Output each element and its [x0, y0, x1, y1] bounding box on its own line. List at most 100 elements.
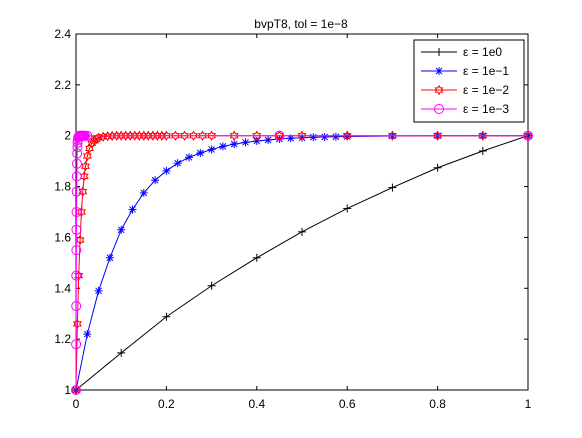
data-point: [320, 132, 329, 141]
data-point: [252, 253, 261, 262]
data-point: [151, 176, 160, 185]
data-point: [198, 130, 208, 141]
data-point: [309, 133, 318, 142]
data-point: [72, 148, 83, 159]
legend-marker: [435, 48, 443, 56]
legend-label: ε = 1e0: [463, 45, 502, 59]
data-point: [196, 149, 205, 158]
legend-item: ε = 1e−3: [421, 102, 509, 116]
data-point: [82, 130, 93, 141]
legend-label: ε = 1e−1: [463, 64, 509, 78]
data-point: [264, 136, 273, 145]
x-tick-label: 0.8: [429, 397, 446, 411]
data-point: [207, 130, 217, 141]
data-point: [82, 150, 92, 162]
data-point: [170, 130, 180, 141]
data-point: [128, 205, 137, 214]
legend-item: ε = 1e−2: [421, 83, 509, 97]
data-point: [76, 206, 86, 218]
data-point: [71, 186, 82, 197]
data-point: [523, 130, 533, 141]
data-point: [83, 330, 92, 339]
data-point: [388, 183, 397, 192]
data-point: [252, 137, 261, 146]
series-4: [71, 130, 533, 395]
data-point: [91, 133, 101, 145]
data-point: [433, 130, 443, 141]
data-point: [387, 130, 397, 141]
data-point: [71, 339, 82, 350]
data-point: [71, 301, 82, 312]
y-tick-label: 1.2: [54, 332, 71, 346]
y-tick-label: 1.8: [54, 180, 71, 194]
data-point: [78, 186, 88, 197]
x-tick-label: 0.4: [248, 397, 265, 411]
y-tick-label: 1.6: [54, 230, 71, 244]
y-tick-label: 2: [64, 129, 71, 143]
data-point: [342, 130, 352, 141]
legend: ε = 1e0 ε = 1e−1 ε = 1e−2 ε = 1e−3: [413, 39, 525, 123]
data-point: [179, 130, 189, 141]
legend-marker: [435, 67, 443, 75]
data-point: [161, 130, 171, 141]
data-point: [98, 131, 108, 142]
legend-marker: [434, 104, 444, 114]
data-point: [117, 225, 126, 234]
series-layer: [71, 130, 533, 396]
data-point: [478, 130, 488, 141]
data-point: [71, 270, 82, 281]
x-tick-label: 0.2: [158, 397, 175, 411]
data-point: [85, 143, 95, 154]
data-point: [478, 146, 487, 155]
data-point: [162, 312, 171, 321]
data-point: [241, 138, 250, 147]
legend-marker: [434, 84, 444, 96]
legend-box: [413, 39, 525, 123]
legend-item: ε = 1e−1: [421, 64, 509, 78]
data-point: [71, 224, 82, 235]
data-point: [218, 142, 227, 151]
x-tick-label: 0.6: [339, 397, 356, 411]
data-point: [173, 159, 182, 168]
data-point: [189, 130, 199, 141]
data-point: [139, 188, 148, 197]
y-tick-label: 2.2: [54, 78, 71, 92]
data-point: [71, 385, 81, 395]
data-point: [162, 166, 171, 175]
data-point: [80, 130, 91, 141]
data-point: [72, 318, 82, 330]
data-point: [207, 145, 216, 154]
data-point: [105, 253, 114, 262]
data-point: [117, 348, 126, 357]
data-point: [433, 163, 442, 172]
legend-item: ε = 1e0: [421, 45, 502, 59]
x-tick-label: 0: [73, 397, 80, 411]
x-axis: 0 0.2 0.4 0.6 0.8 1: [73, 34, 532, 411]
data-point: [230, 140, 239, 149]
data-point: [72, 142, 83, 153]
series-3: [71, 130, 533, 396]
data-point: [71, 158, 82, 169]
data-point: [331, 132, 340, 141]
data-point: [298, 227, 306, 236]
data-point: [94, 286, 103, 295]
x-tick-label: 1: [525, 397, 532, 411]
data-point: [274, 130, 285, 141]
y-tick-label: 2.4: [54, 27, 71, 41]
legend-label: ε = 1e−3: [463, 102, 509, 116]
y-axis: 1 1.2 1.4 1.6 1.8 2 2.2 2.4: [54, 27, 528, 397]
data-point: [71, 207, 82, 217]
legend-label: ε = 1e−2: [463, 83, 509, 97]
data-point: [71, 245, 82, 256]
y-tick-label: 1: [64, 383, 71, 397]
data-point: [71, 171, 82, 182]
data-point: [252, 130, 262, 141]
y-tick-label: 1.4: [54, 281, 71, 295]
data-point: [207, 281, 216, 290]
data-point: [297, 130, 307, 141]
data-point: [185, 153, 193, 162]
chart-title: bvpT8, tol = 1e−8: [254, 17, 348, 31]
data-point: [343, 204, 352, 213]
data-point: [229, 130, 239, 141]
